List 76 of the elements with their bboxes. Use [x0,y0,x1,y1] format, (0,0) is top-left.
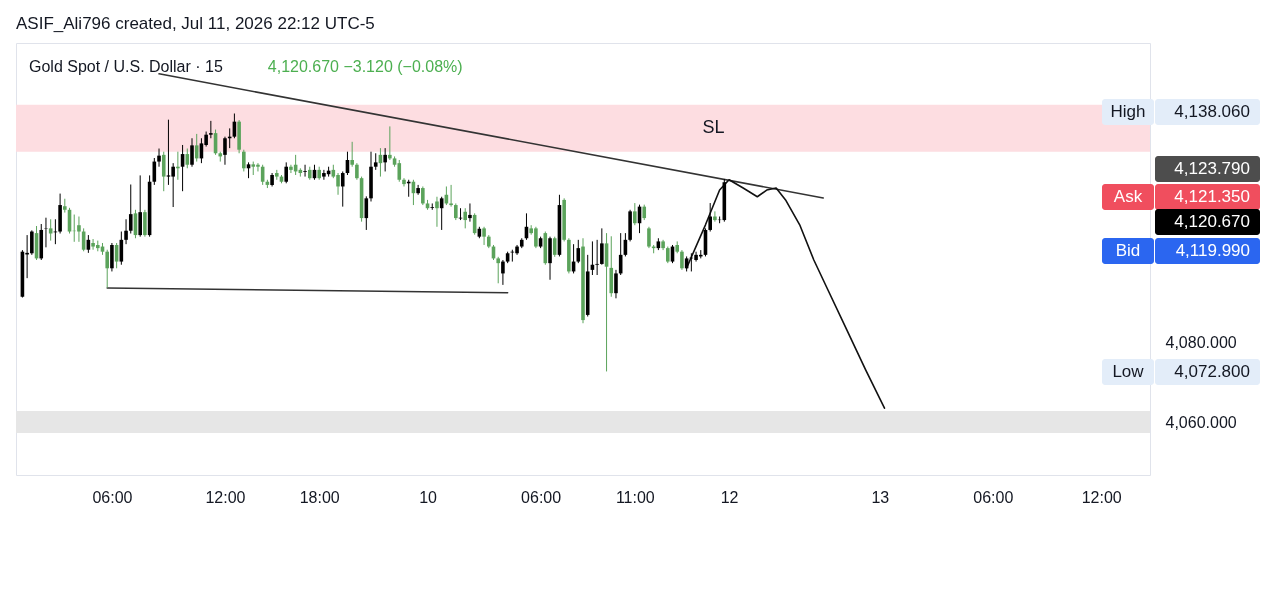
x-tick-label: 12:00 [1081,488,1122,506]
candlestick [161,151,166,192]
candlestick [680,249,684,271]
text: 4,123.790 [1174,159,1250,178]
x-tick-label: 06:00 [973,488,1014,506]
candlestick [30,229,34,256]
annotation: Bid [1115,241,1141,260]
candlestick [138,174,142,238]
candlestick [397,159,402,183]
line-series [685,178,886,409]
text: 4,120.670 [1174,212,1250,231]
candlestick [633,202,637,226]
candlestick [708,202,712,233]
text: 4,138.060 [1174,102,1250,121]
candlestick [242,149,246,172]
candlestick [124,218,128,245]
annotation: High [1110,102,1146,121]
x-tick-label: 13 [871,488,890,506]
candlestick [171,162,175,208]
candlestick [194,133,199,163]
candlestick [350,141,354,168]
x-tick-label: 10 [419,488,438,506]
candlestick [435,196,439,228]
candlestick [468,202,472,223]
candlestick [322,169,326,181]
candlestick [595,239,599,276]
candlestick [402,177,406,187]
candlestick [166,119,171,186]
candlestick [501,259,505,286]
candlestick [289,164,293,174]
y-tick-label: 4,080.000 [1165,334,1237,352]
candlestick [482,226,486,246]
text: 4,072.800 [1174,362,1250,381]
candlestick [600,227,604,266]
candlestick [713,210,717,223]
text: 4,121.350 [1174,187,1250,206]
candlestick [449,184,453,208]
x-tick-label: 12 [720,488,739,506]
candlestick [496,256,501,284]
candlestick [190,137,194,168]
candlestick [48,218,53,242]
candlestick [421,185,425,206]
candlestick [157,148,161,168]
candlestick [284,161,289,184]
text: 4,120.670 −3.120 (−0.08%) [267,58,463,75]
candlestick [105,249,110,289]
candlestick [336,172,340,196]
candlestick [77,216,81,243]
candlestick [223,136,227,166]
candlestick [463,207,468,229]
candlestick [614,269,618,299]
candlestick [110,242,114,272]
x-tick-label: 18:00 [299,488,340,506]
candlestick [552,236,557,258]
candlestick [340,170,345,208]
text: Gold Spot / U.S. Dollar · 15 [29,58,223,75]
candlestick [388,125,392,161]
x-tick-label: 06:00 [521,488,562,506]
x-tick-label: 06:00 [92,488,133,506]
candlestick [416,184,420,196]
y-tick-label: 4,060.000 [1165,413,1237,431]
candlestick [647,226,651,249]
band-label: SL [702,117,725,138]
candlestick [576,239,581,264]
candlestick [128,184,133,235]
x-tick-label: 11:00 [615,488,655,506]
text: 4,119.990 [1175,241,1250,260]
candlestick [185,148,190,169]
candlestick [383,147,387,172]
text: ASIF_Ali796 created, Jul 11, 2026 22:12 UTC-5 [16,14,375,33]
candlestick [303,164,307,178]
x-tick-label: 12:00 [205,488,246,506]
candlestick [143,209,147,238]
candlestick [430,202,435,211]
annotation: Ask [1113,187,1143,206]
annotation: Low [1112,362,1145,381]
